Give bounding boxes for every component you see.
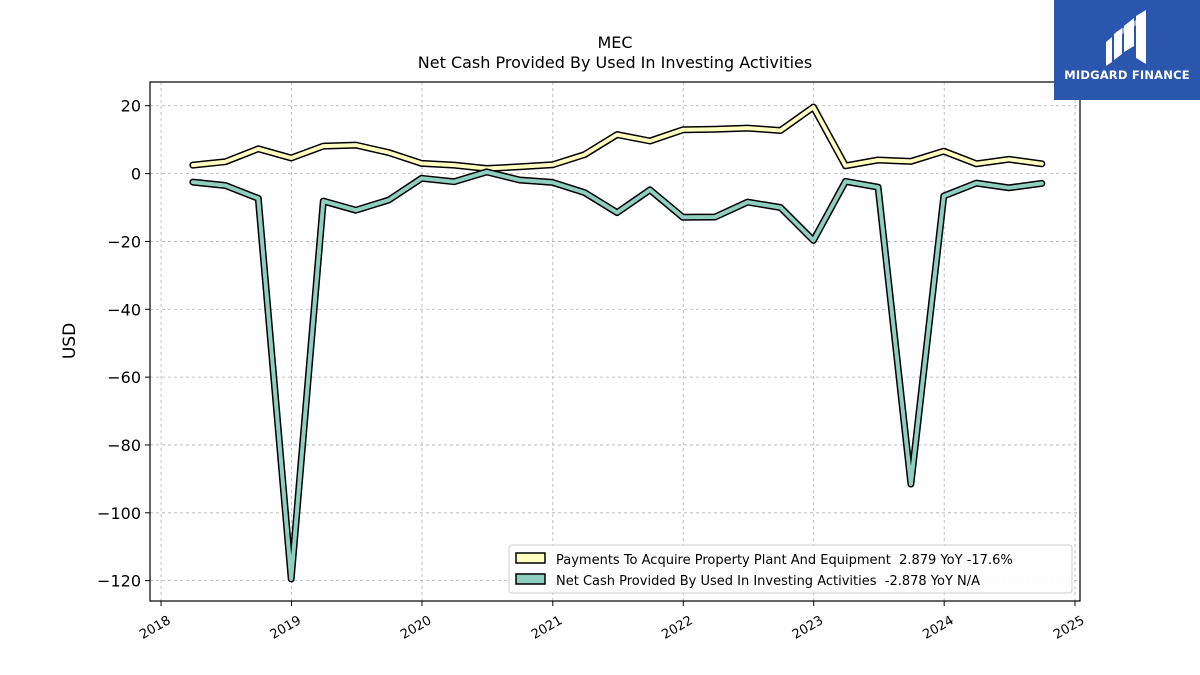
y-tick-label: −20	[107, 232, 141, 251]
chart-subtitle: Net Cash Provided By Used In Investing A…	[418, 53, 812, 72]
y-tick-label: 0	[131, 165, 141, 184]
series-line-0	[190, 105, 1044, 171]
brand-logo: MIDGARD FINANCE	[1054, 0, 1200, 100]
y-axis-label: USD	[60, 323, 80, 359]
x-axis: 2018 2019 2020 2021 2022 2023 2024 2025	[137, 601, 1087, 643]
x-tick-label: 2025	[1051, 613, 1087, 643]
plot-frame	[149, 81, 1081, 602]
y-tick-label: −40	[107, 300, 141, 319]
legend-label-ppe: Payments To Acquire Property Plant And E…	[556, 553, 1013, 568]
y-axis: 20 0 −20 −40 −60 −80 −100 −120	[97, 97, 150, 591]
legend-label-investing: Net Cash Provided By Used In Investing A…	[556, 574, 980, 589]
x-tick-label: 2023	[790, 613, 826, 643]
x-tick-label: 2024	[920, 613, 956, 643]
y-tick-label: −100	[97, 504, 141, 523]
chart-title: MEC	[597, 33, 632, 52]
y-tick-label: −60	[107, 368, 141, 387]
y-tick-label: −80	[107, 436, 141, 455]
legend-box	[508, 544, 1073, 594]
series-line-1	[190, 169, 1044, 581]
x-tick-label: 2018	[137, 613, 173, 643]
legend-swatch-ppe	[515, 552, 546, 564]
midgard-logo-icon	[1106, 10, 1146, 66]
brand-name: MIDGARD FINANCE	[1064, 68, 1190, 82]
x-tick-label: 2019	[268, 613, 304, 643]
x-tick-label: 2020	[398, 613, 434, 643]
series-lines	[189, 103, 1046, 583]
x-tick-label: 2022	[659, 613, 695, 643]
y-tick-label: −120	[97, 572, 141, 591]
legend-swatch-investing	[515, 573, 546, 585]
legend: Payments To Acquire Property Plant And E…	[508, 544, 1073, 594]
x-tick-label: 2021	[529, 613, 565, 643]
y-tick-label: 20	[121, 97, 141, 116]
